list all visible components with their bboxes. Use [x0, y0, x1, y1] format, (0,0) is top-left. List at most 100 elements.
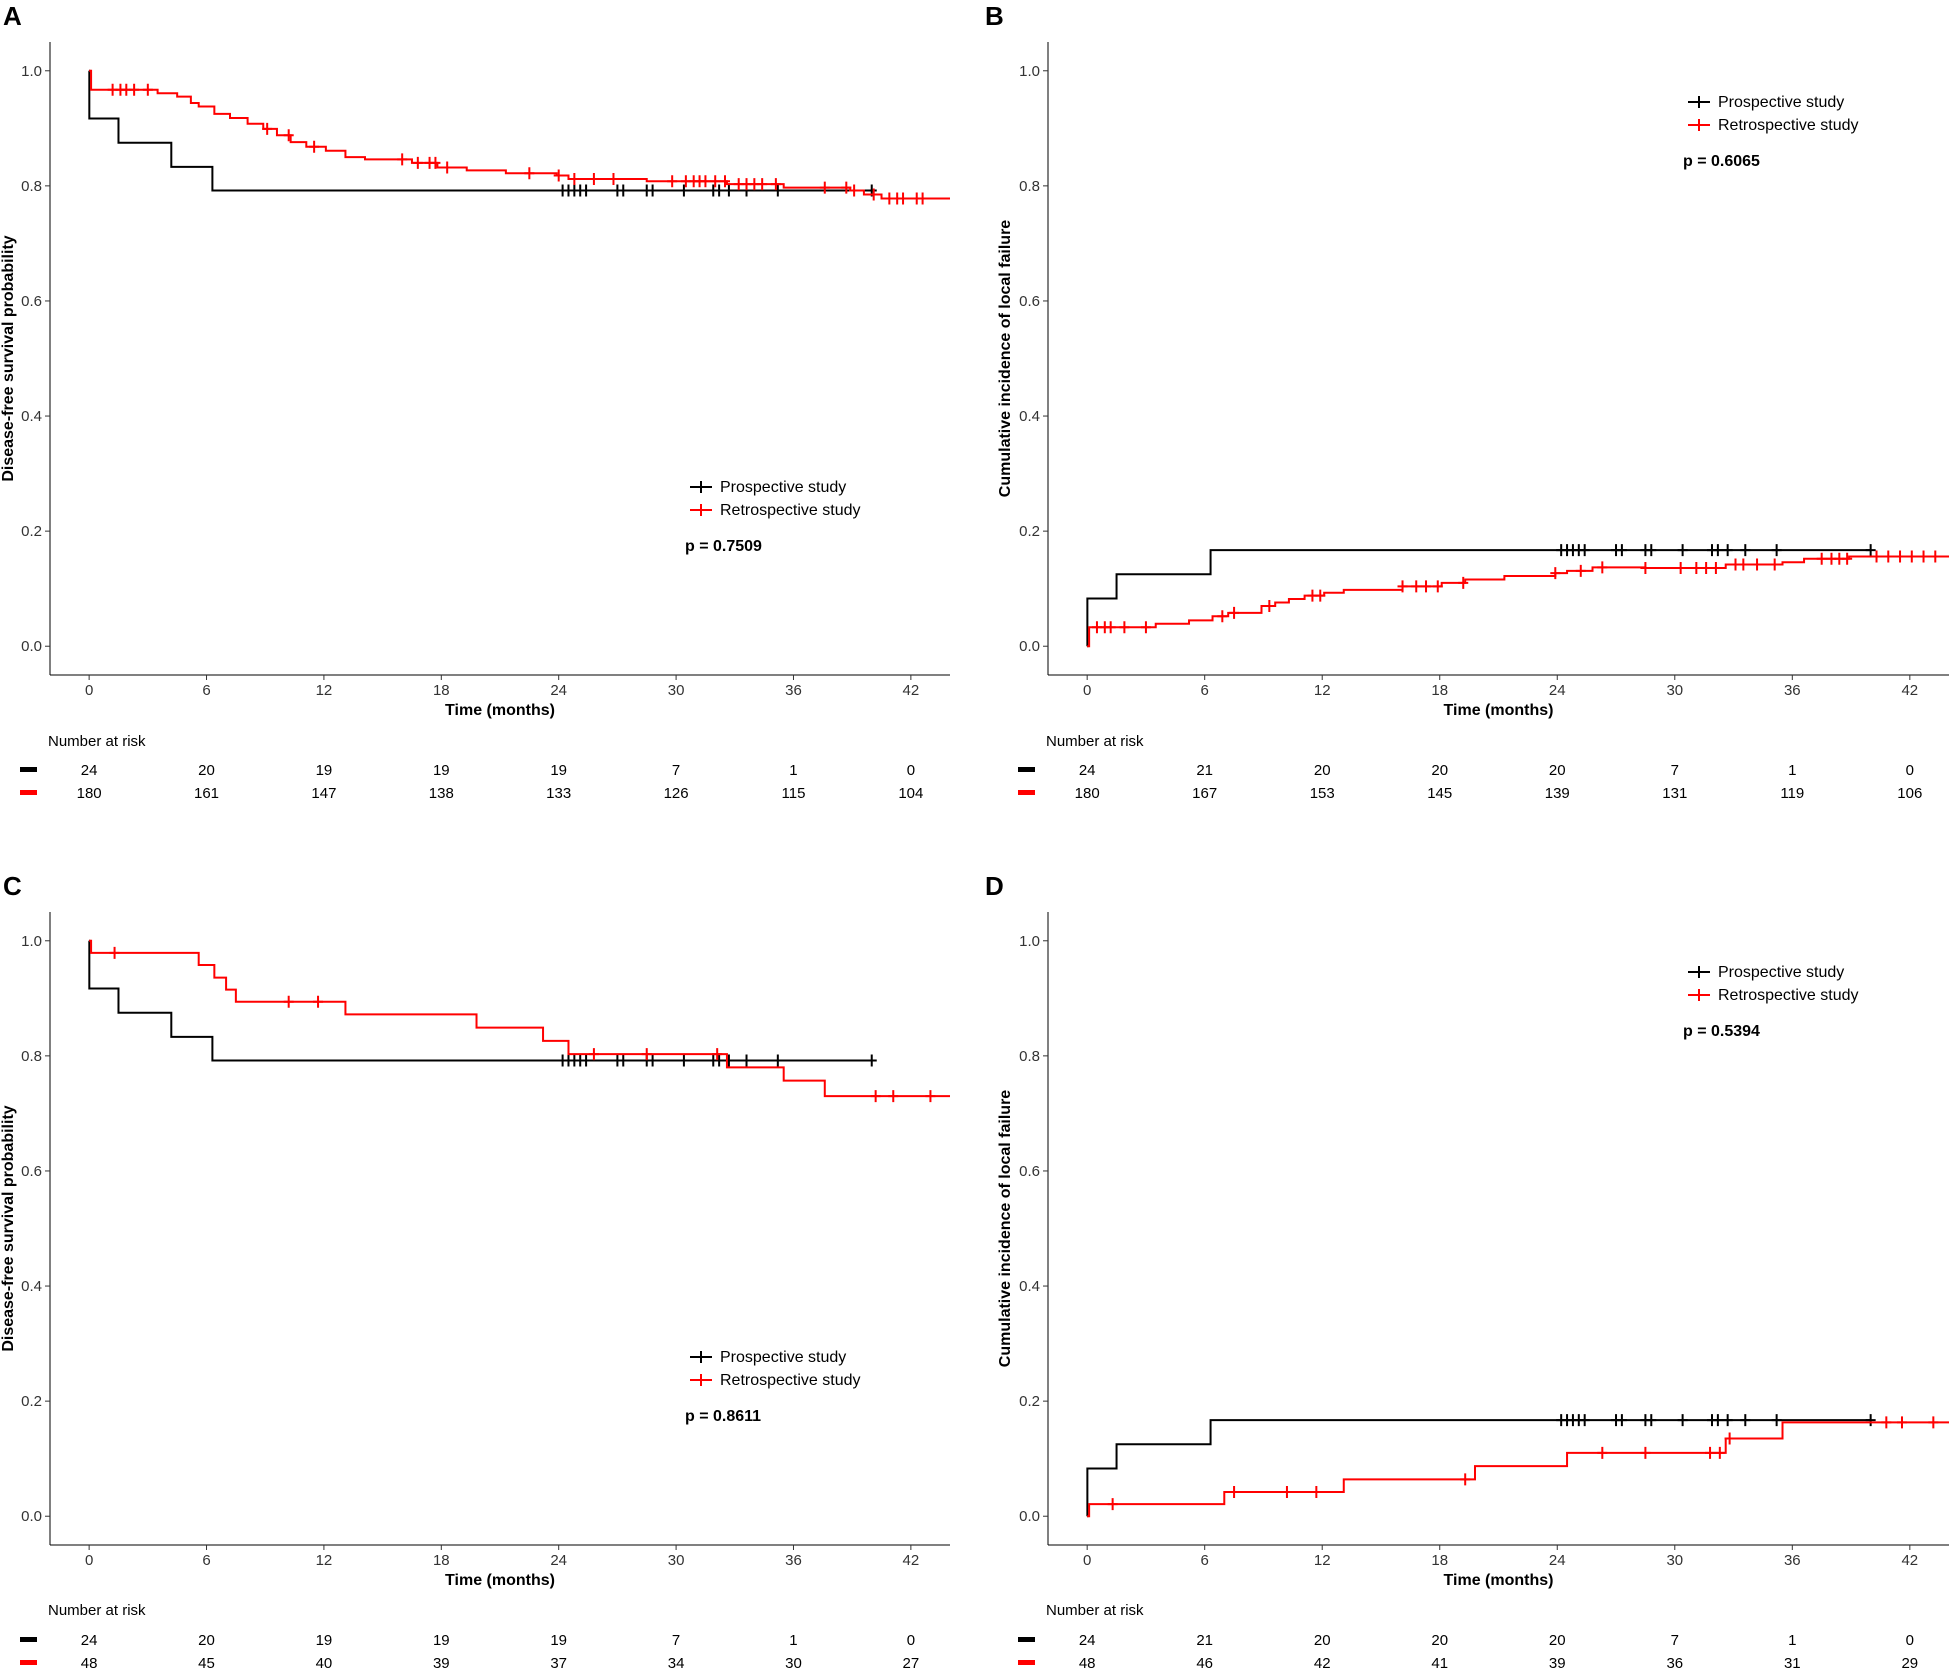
y-tick-label: 0.6: [1019, 293, 1040, 310]
censor-mark-prospective: [1713, 1414, 1723, 1426]
censor-mark-retrospective: [1597, 1447, 1607, 1459]
x-tick-label: 24: [550, 1552, 567, 1569]
x-tick-label: 12: [316, 682, 333, 699]
y-tick-label: 0.0: [1019, 638, 1040, 655]
censor-mark-retrospective: [397, 153, 407, 165]
censor-mark-retrospective: [888, 1090, 898, 1102]
risk-number: 1: [1788, 762, 1796, 779]
risk-row-swatch: [1018, 790, 1035, 795]
panel-c: C0.00.20.40.60.81.00 6 12 18 24 30 36 42Time (m…: [0, 871, 950, 1671]
censor-mark-prospective: [1678, 1414, 1688, 1426]
censor-mark-retrospective: [1282, 1486, 1292, 1498]
censor-mark-retrospective: [1106, 621, 1116, 633]
censor-mark-prospective: [1646, 1414, 1656, 1426]
censor-mark-retrospective: [1229, 607, 1239, 619]
censor-mark-retrospective: [1881, 1416, 1891, 1428]
x-tick-label: 36: [1784, 682, 1801, 699]
y-tick-label: 0.2: [21, 1393, 42, 1410]
x-axis-title: Time (months): [445, 1572, 555, 1589]
y-tick-label: 0.8: [1019, 178, 1040, 195]
risk-number: 20: [198, 762, 215, 779]
risk-number: 20: [1431, 1632, 1448, 1649]
censor-mark-prospective: [1772, 1414, 1782, 1426]
x-tick-label: 6: [1201, 1552, 1209, 1569]
censor-mark-retrospective: [667, 175, 677, 187]
risk-row-swatch: [20, 1660, 37, 1665]
y-axis-title: Cumulative incidence of local failure: [997, 1090, 1014, 1368]
x-tick-label: 42: [1901, 682, 1918, 699]
risk-number: 19: [316, 762, 333, 779]
risk-number: 40: [316, 1655, 333, 1671]
risk-row-swatch: [20, 790, 37, 795]
risk-number: 0: [1906, 762, 1914, 779]
legend-label: Retrospective study: [720, 1372, 861, 1389]
censor-mark-retrospective: [1640, 1447, 1650, 1459]
risk-number: 19: [550, 1632, 567, 1649]
panel-letter: A: [3, 1, 22, 31]
x-tick-label: 12: [316, 1552, 333, 1569]
risk-number: 167: [1192, 785, 1217, 802]
y-axis-title: Cumulative incidence of local failure: [997, 220, 1014, 498]
censor-mark-retrospective: [1930, 550, 1940, 562]
series-line-prospective: [1087, 1420, 1870, 1516]
risk-number: 1: [789, 762, 797, 779]
risk-number: 145: [1427, 785, 1452, 802]
censor-mark-retrospective: [1108, 1498, 1118, 1510]
censor-mark-prospective: [1723, 1414, 1733, 1426]
y-tick-label: 0.8: [21, 178, 42, 195]
censor-mark-retrospective: [442, 161, 452, 173]
censor-mark-retrospective: [1919, 550, 1929, 562]
km-figure: A0.00.20.40.60.81.00 6 12 18 24 30 36 42Time (m…: [0, 0, 1949, 1671]
censor-mark-retrospective: [841, 182, 851, 194]
censor-mark-retrospective: [1640, 562, 1650, 574]
risk-number: 147: [311, 785, 336, 802]
censor-mark-prospective: [724, 1054, 734, 1066]
censor-mark-prospective: [742, 1054, 752, 1066]
legend-label: Prospective study: [720, 479, 846, 496]
censor-mark-retrospective: [1264, 600, 1274, 612]
risk-number: 24: [1079, 1632, 1096, 1649]
censor-mark-retrospective: [1550, 567, 1560, 579]
x-tick-label: 30: [668, 1552, 685, 1569]
censor-mark-retrospective: [1752, 559, 1762, 571]
risk-row-swatch: [20, 767, 37, 772]
legend-label: Prospective study: [720, 1349, 846, 1366]
risk-number: 48: [1079, 1655, 1096, 1671]
censor-mark-prospective: [867, 1054, 877, 1066]
risk-number: 126: [664, 785, 689, 802]
risk-number: 39: [1549, 1655, 1566, 1671]
risk-number: 36: [1666, 1655, 1683, 1671]
censor-mark-prospective: [648, 1054, 658, 1066]
censor-mark-retrospective: [313, 996, 323, 1008]
panel-letter: C: [3, 871, 22, 901]
censor-mark-prospective: [1617, 544, 1627, 556]
censor-mark-retrospective: [284, 996, 294, 1008]
censor-mark-retrospective: [1711, 562, 1721, 574]
risk-number: 19: [550, 762, 567, 779]
x-axis-title: Time (months): [1444, 702, 1554, 719]
legend-label: Retrospective study: [720, 502, 861, 519]
risk-number: 24: [81, 762, 98, 779]
y-tick-label: 0.6: [21, 1163, 42, 1180]
p-value: p = 0.7509: [685, 538, 762, 555]
censor-mark-retrospective: [1928, 1416, 1938, 1428]
censor-mark-prospective: [773, 184, 783, 196]
risk-number: 27: [903, 1655, 920, 1671]
censor-mark-prospective: [1866, 544, 1876, 556]
x-tick-label: 0: [1083, 1552, 1091, 1569]
risk-number: 133: [546, 785, 571, 802]
y-tick-label: 0.0: [21, 638, 42, 655]
censor-mark-retrospective: [1676, 562, 1686, 574]
x-tick-label: 24: [1549, 682, 1566, 699]
legend-label: Prospective study: [1718, 94, 1844, 111]
censor-mark-prospective: [1740, 544, 1750, 556]
x-tick-label: 18: [1431, 1552, 1448, 1569]
y-tick-label: 0.2: [1019, 1393, 1040, 1410]
censor-mark-retrospective: [569, 173, 579, 185]
censor-mark-prospective: [1740, 1414, 1750, 1426]
risk-number: 19: [316, 1632, 333, 1649]
risk-number: 20: [1314, 762, 1331, 779]
panel-letter: B: [985, 1, 1004, 31]
censor-mark-prospective: [1866, 1414, 1876, 1426]
censor-mark-retrospective: [1897, 1416, 1907, 1428]
